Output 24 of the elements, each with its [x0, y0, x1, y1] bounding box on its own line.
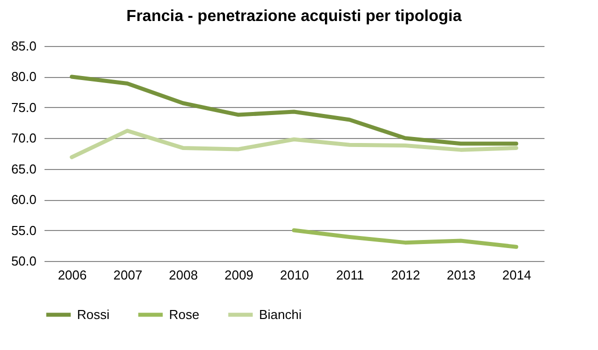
y-tick-label: 50.0	[11, 254, 36, 268]
x-tick-label: 2012	[391, 268, 420, 282]
line-series	[70, 128, 518, 160]
y-tick-label: 80.0	[11, 69, 36, 84]
x-tick-label: 2013	[446, 268, 476, 282]
x-tick-label: 2006	[58, 268, 87, 282]
y-tick-label: 85.0	[11, 38, 36, 54]
chart-title: Francia - penetrazione acquisti per tipologia	[126, 8, 462, 25]
y-tick-label: 70.0	[11, 130, 36, 146]
y-tick-label: 65.0	[11, 161, 36, 176]
x-tick-label: 2008	[168, 268, 198, 282]
legend-label: Rossi	[77, 306, 110, 322]
line-series	[70, 74, 518, 146]
y-tick-label: 60.0	[11, 192, 36, 208]
legend-label: Rose	[169, 306, 200, 322]
x-tick-label: 2011	[336, 268, 364, 282]
x-tick-label: 2007	[113, 268, 142, 282]
y-tick-label: 55.0	[11, 222, 36, 238]
line-series	[292, 228, 518, 249]
x-tick-label: 2009	[224, 268, 254, 282]
legend-label: Bianchi	[259, 306, 302, 322]
x-tick-label: 2010	[280, 268, 309, 282]
x-tick-label: 2014	[502, 268, 532, 282]
y-tick-label: 75.0	[11, 100, 36, 115]
